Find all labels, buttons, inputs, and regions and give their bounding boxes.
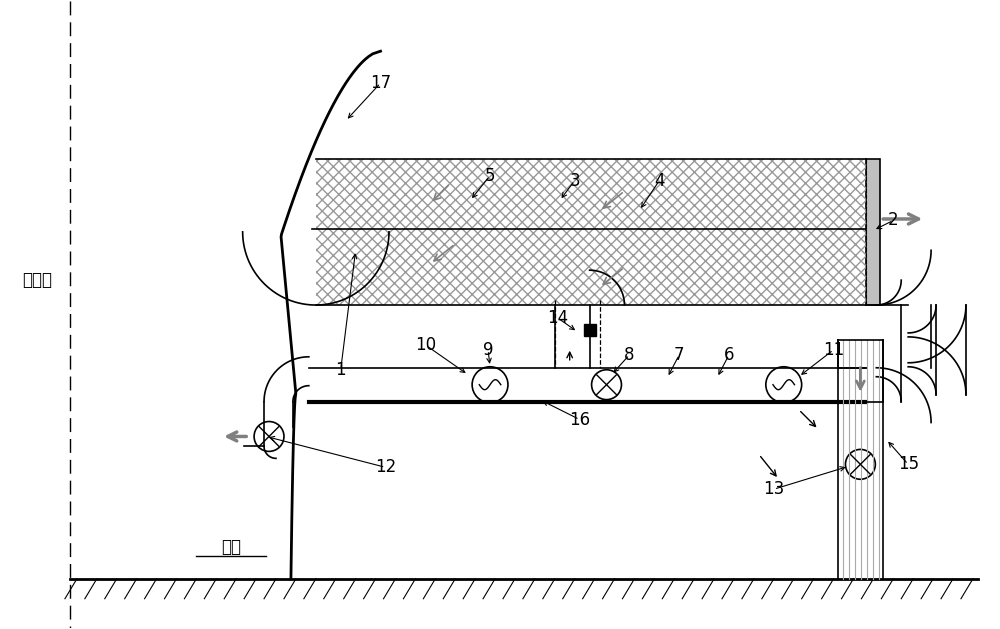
Text: 地面: 地面 [221,538,241,556]
Text: 11: 11 [823,341,844,359]
Text: 10: 10 [415,336,436,354]
Text: 15: 15 [898,455,919,474]
Bar [316,229,866,305]
Text: 12: 12 [375,459,396,476]
Text: 16: 16 [569,411,590,428]
Text: 14: 14 [547,309,568,327]
Text: 13: 13 [763,480,784,498]
Text: 2: 2 [888,211,899,230]
Text: 1: 1 [335,361,346,379]
Text: 3: 3 [569,172,580,189]
Bar [316,159,866,229]
Text: 对称轴: 对称轴 [22,271,52,289]
Text: 17: 17 [370,74,391,92]
Text: 6: 6 [724,346,734,364]
Text: 9: 9 [483,341,493,359]
Bar [866,159,880,305]
Text: 7: 7 [674,346,684,364]
Text: 8: 8 [624,346,635,364]
Text: 5: 5 [485,167,495,185]
Bar [584,324,596,336]
Text: 4: 4 [654,172,665,189]
